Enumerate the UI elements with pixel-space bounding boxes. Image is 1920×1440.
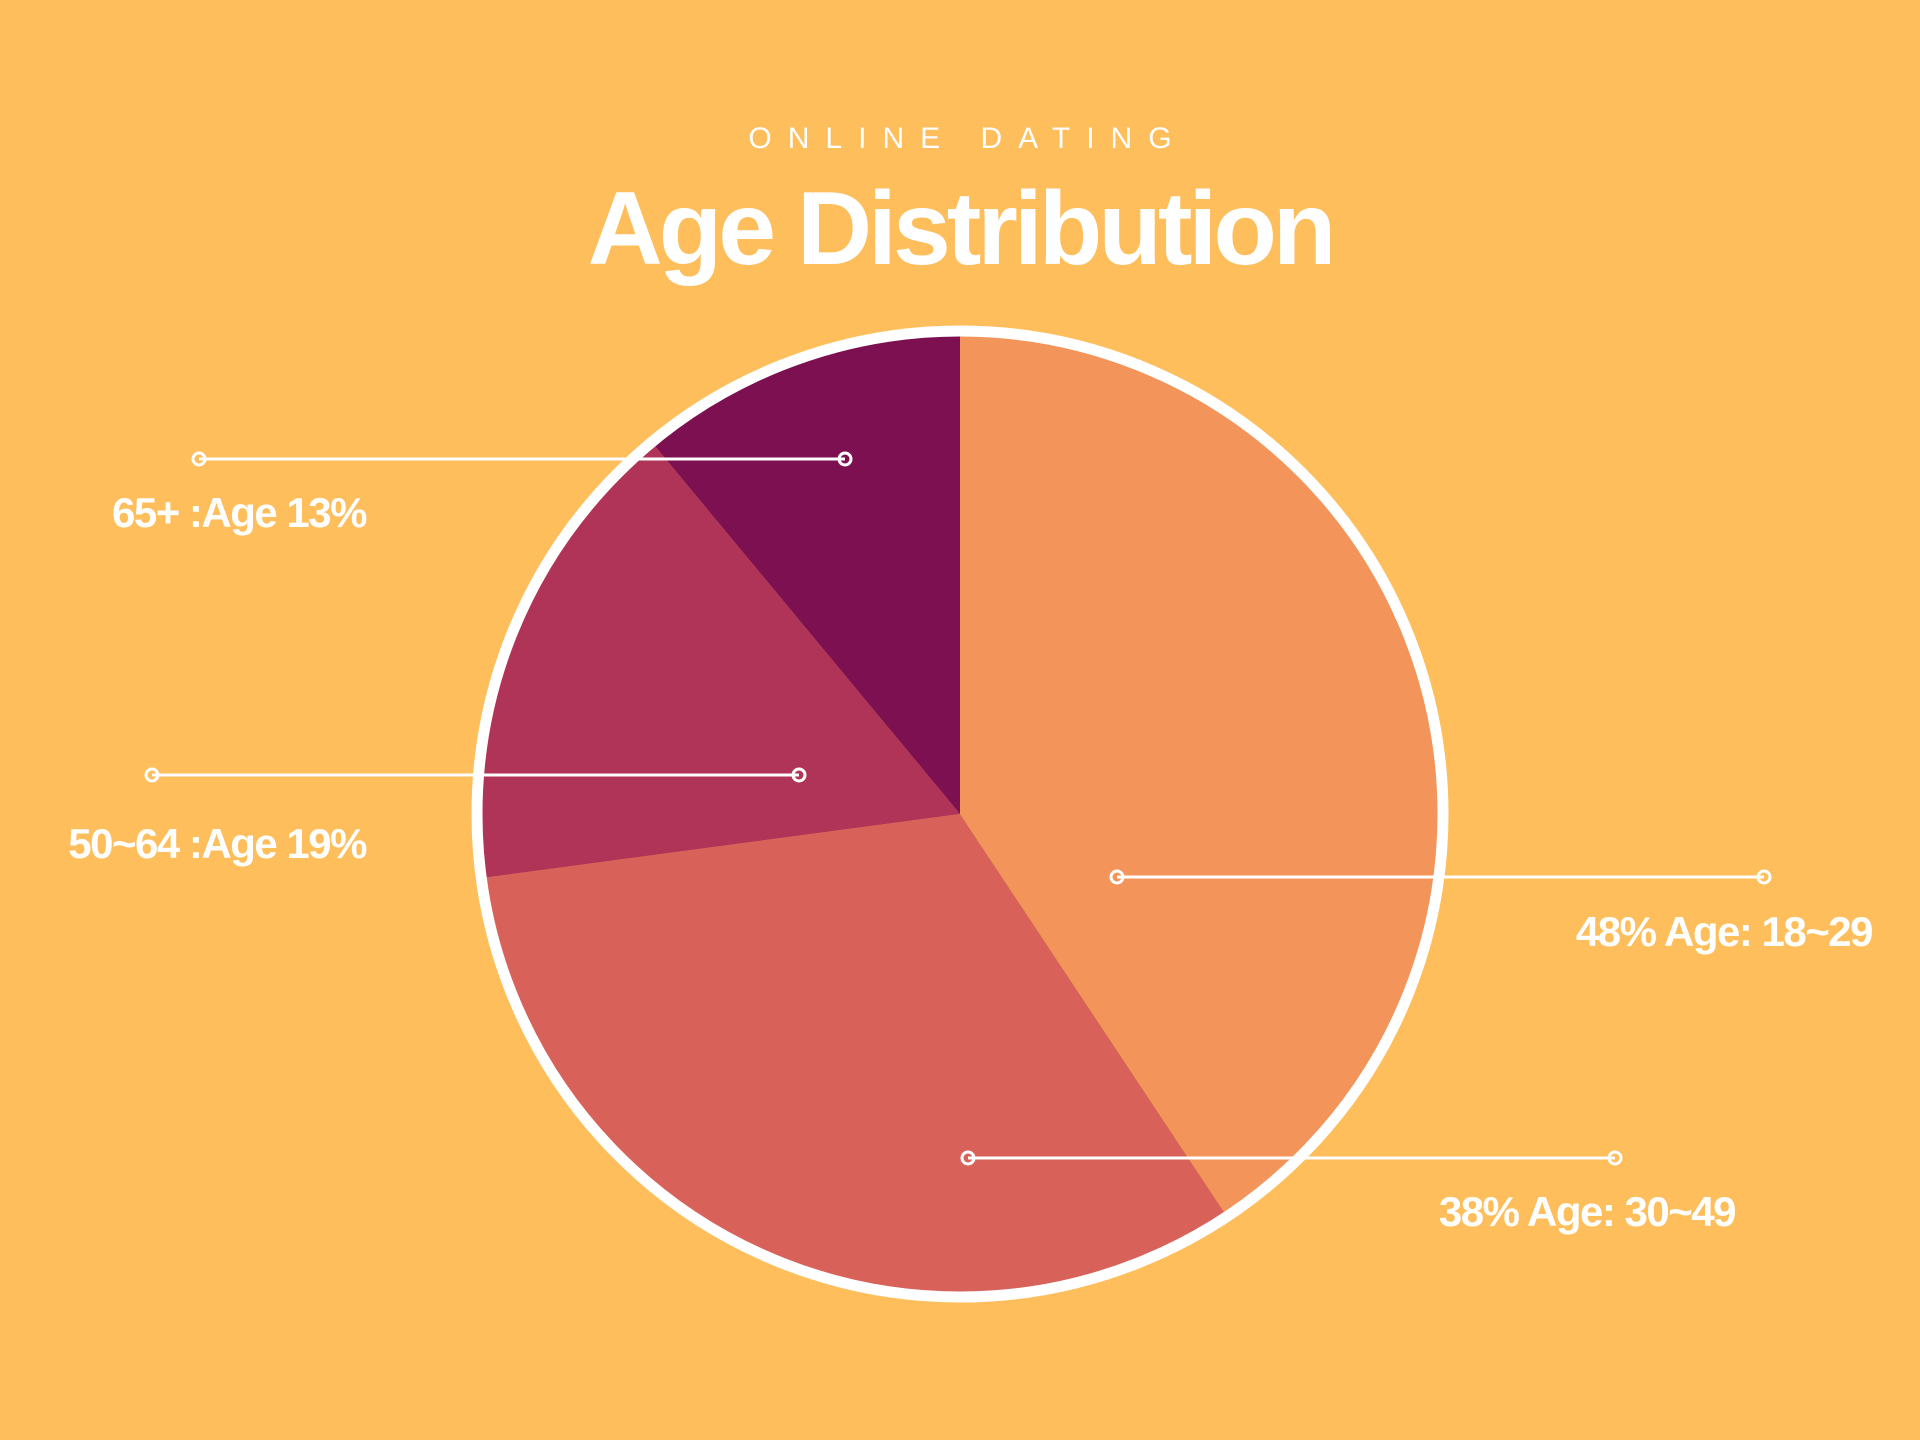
callout-start-dot — [960, 1150, 976, 1166]
pie-outline-ring — [471, 325, 1449, 1303]
slice-label-18-29: 48% Age: 18~29 — [1576, 908, 1872, 955]
callout-50-64: 50~64 :Age 19% — [68, 767, 807, 867]
pie-slice-65plus — [654, 336, 960, 814]
chart-title: Age Distribution — [587, 171, 1337, 287]
pie-slice-50-64 — [481, 446, 960, 878]
callout-start-dot — [191, 451, 207, 467]
callout-start-dot — [144, 767, 160, 783]
callout-65plus: 65+ :Age 13% — [112, 451, 853, 536]
callout-end-dot — [791, 767, 807, 783]
callout-end-dot — [1607, 1150, 1623, 1166]
pie-slice-18-29 — [960, 336, 1438, 1213]
slice-label-30-49: 38% Age: 30~49 — [1439, 1188, 1735, 1235]
slice-label-65plus: 65+ :Age 13% — [112, 489, 367, 536]
callout-end-dot — [837, 451, 853, 467]
chart-subtitle: ONLINE DATING — [748, 122, 1188, 155]
callout-start-dot — [1109, 869, 1125, 885]
callout-30-49: 38% Age: 30~49 — [960, 1150, 1737, 1235]
pie-slice-30-49 — [486, 814, 1225, 1292]
callout-end-dot — [1756, 869, 1772, 885]
slice-label-50-64: 50~64 :Age 19% — [68, 820, 367, 867]
callout-18-29: 48% Age: 18~29 — [1109, 869, 1874, 955]
